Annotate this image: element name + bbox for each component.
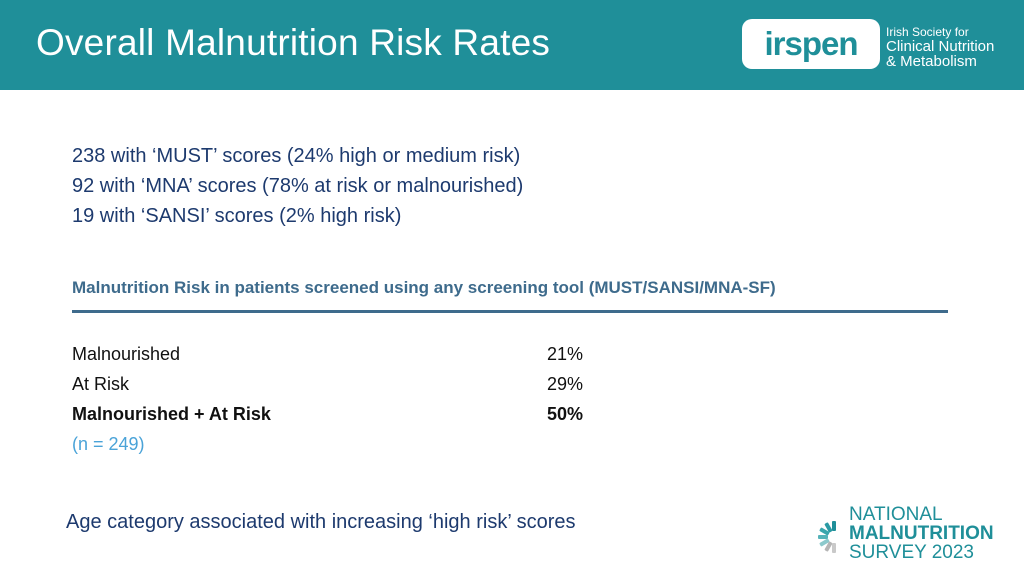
section-divider: [72, 310, 948, 313]
age-category-note: Age category associated with increasing …: [66, 511, 576, 533]
irspen-wordmark: irspen: [764, 25, 858, 62]
risk-label: At Risk: [72, 374, 130, 394]
risk-label: Malnourished: [72, 344, 181, 364]
irspen-tagline-line2: Clinical Nutrition: [886, 38, 995, 55]
irspen-tagline-line3: & Metabolism: [886, 53, 977, 70]
risk-row-at-risk: At Risk 29%: [72, 369, 632, 399]
summary-line-sansi: 19 with ‘SANSI’ scores (2% high risk): [72, 205, 402, 227]
survey-burst-icon: [818, 521, 836, 553]
risk-label: Malnourished + At Risk: [72, 404, 271, 424]
risk-value: 29%: [547, 374, 584, 394]
survey-logo-line3: SURVEY 2023: [849, 542, 974, 563]
survey-logo: NATIONAL MALNUTRITION SURVEY 2023: [808, 505, 1018, 571]
irspen-tagline: Irish Society for Clinical Nutrition & M…: [886, 25, 994, 69]
irspen-logo: irspen: [742, 19, 880, 69]
survey-logo-line1: NATIONAL: [849, 504, 943, 525]
summary-line-mna: 92 with ‘MNA’ scores (78% at risk or mal…: [72, 175, 524, 197]
survey-logo-text: NATIONAL MALNUTRITION SURVEY 2023: [849, 505, 994, 562]
sample-size-note: (n = 249): [72, 429, 632, 459]
section-title: Malnutrition Risk in patients screened u…: [72, 278, 776, 297]
risk-row-malnourished: Malnourished 21%: [72, 339, 632, 369]
summary-line-must: 238 with ‘MUST’ scores (24% high or medi…: [72, 145, 521, 167]
risk-value: 50%: [547, 404, 584, 424]
risk-row-total: Malnourished + At Risk 50%: [72, 399, 632, 429]
score-summary: 238 with ‘MUST’ scores (24% high or medi…: [72, 141, 523, 231]
slide-title: Overall Malnutrition Risk Rates: [36, 22, 551, 63]
sample-size-text: (n = 249): [72, 434, 145, 454]
risk-value: 21%: [547, 344, 584, 364]
survey-logo-line2: MALNUTRITION: [849, 523, 994, 544]
risk-table: Malnourished 21% At Risk 29% Malnourishe…: [72, 339, 632, 459]
irspen-tagline-line1: Irish Society for: [886, 25, 969, 39]
